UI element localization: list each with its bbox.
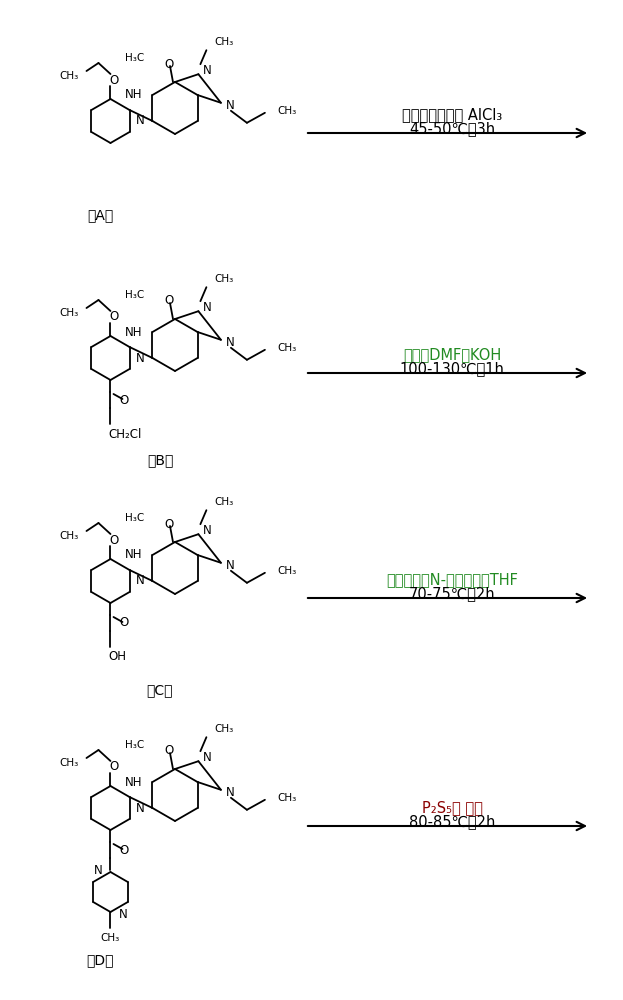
Text: O: O: [164, 744, 173, 758]
Text: CH₃: CH₃: [59, 758, 78, 768]
Text: N: N: [226, 559, 235, 572]
Text: CH₃: CH₃: [214, 274, 234, 284]
Text: N: N: [136, 802, 145, 814]
Text: CH₃: CH₃: [214, 37, 234, 47]
Text: O: O: [110, 534, 119, 546]
Text: H₃C: H₃C: [125, 513, 145, 523]
Text: CH₃: CH₃: [59, 308, 78, 318]
Text: O: O: [110, 760, 119, 774]
Text: O: O: [110, 74, 119, 87]
Text: H₃C: H₃C: [125, 740, 145, 750]
Text: N: N: [202, 751, 211, 764]
Text: CH₃: CH₃: [214, 497, 234, 507]
Text: O: O: [164, 294, 173, 308]
Text: H₃C: H₃C: [125, 290, 145, 300]
Text: N: N: [136, 574, 145, 587]
Text: CH₃: CH₃: [59, 71, 78, 81]
Text: N: N: [202, 64, 211, 77]
Text: （A）: （A）: [87, 208, 113, 222]
Text: N: N: [226, 786, 235, 799]
Text: 氯化亚督，N-甲基唷啊，THF: 氯化亚督，N-甲基唷啊，THF: [386, 572, 518, 587]
Text: CH₃: CH₃: [277, 106, 296, 116]
Text: （B）: （B）: [147, 453, 173, 467]
Text: CH₃: CH₃: [214, 724, 234, 734]
Text: NH: NH: [125, 548, 143, 562]
Text: CH₃: CH₃: [277, 566, 296, 576]
Text: OH: OH: [108, 650, 126, 662]
Text: N: N: [136, 114, 145, 127]
Text: 70-75℃，2h: 70-75℃，2h: [409, 586, 495, 601]
Text: O: O: [164, 518, 173, 530]
Text: CH₃: CH₃: [277, 793, 296, 803]
Text: O: O: [120, 393, 129, 406]
Text: 80-85℃，2h: 80-85℃，2h: [409, 814, 495, 830]
Text: 吵啊、DMF、KOH: 吵啊、DMF、KOH: [403, 348, 501, 362]
Text: NH: NH: [125, 89, 143, 102]
Text: N: N: [226, 99, 235, 112]
Text: 100-130℃，1h: 100-130℃，1h: [399, 361, 505, 376]
Text: CH₃: CH₃: [277, 343, 296, 353]
Text: （D）: （D）: [86, 953, 114, 967]
Text: CH₃: CH₃: [101, 933, 120, 943]
Text: （C）: （C）: [147, 683, 173, 697]
Text: N: N: [202, 524, 211, 537]
Text: N: N: [136, 352, 145, 364]
Text: CH₃: CH₃: [59, 531, 78, 541]
Text: H₃C: H₃C: [125, 53, 145, 63]
Text: NH: NH: [125, 326, 143, 338]
Text: P₂S₅， 吵啊: P₂S₅， 吵啊: [422, 800, 482, 816]
Text: NH: NH: [125, 776, 143, 788]
Text: N: N: [118, 908, 127, 920]
Text: O: O: [110, 310, 119, 324]
Text: 氯乙酰氯，无水 AlCl₃: 氯乙酰氯，无水 AlCl₃: [402, 107, 502, 122]
Text: O: O: [120, 616, 129, 630]
Text: CH₂Cl: CH₂Cl: [108, 428, 142, 440]
Text: 45-50℃，3h: 45-50℃，3h: [409, 121, 495, 136]
Text: O: O: [164, 57, 173, 70]
Text: O: O: [120, 844, 129, 856]
Text: N: N: [202, 301, 211, 314]
Text: N: N: [226, 336, 235, 349]
Text: N: N: [93, 863, 102, 876]
